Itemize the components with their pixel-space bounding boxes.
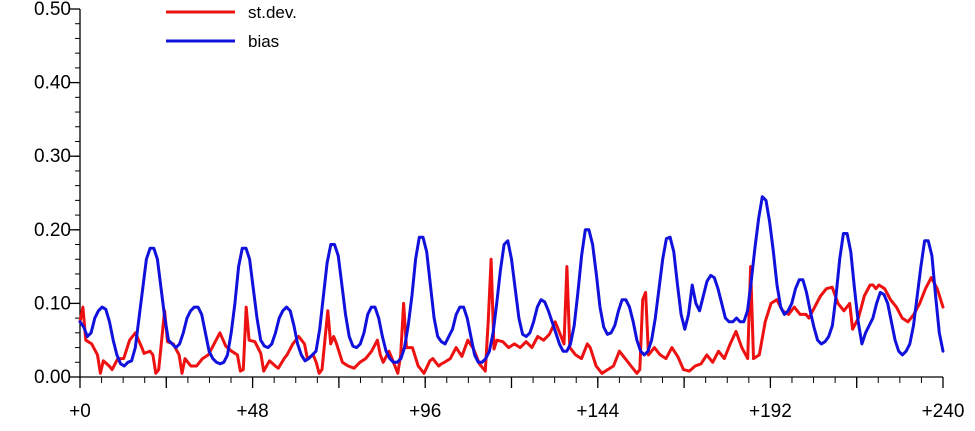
legend-label: st.dev. <box>248 3 297 22</box>
legend-label: bias <box>248 32 279 51</box>
y-tick-label: 0.30 <box>34 146 71 167</box>
series-line-bias <box>78 195 945 368</box>
y-tick-label: 0.10 <box>34 293 71 314</box>
y-tick-label: 0.40 <box>34 73 71 94</box>
y-tick-label: 0.20 <box>34 220 71 241</box>
x-tick-label: +48 <box>236 401 268 422</box>
x-tick-label: +144 <box>576 401 619 422</box>
x-tick-label: +192 <box>749 401 792 422</box>
x-tick-label: +96 <box>409 401 441 422</box>
y-tick-label: 0.00 <box>34 367 71 388</box>
chart-legend: st.dev. bias <box>166 3 297 51</box>
x-tick-label: +0 <box>69 401 91 422</box>
y-tick-label: 0.50 <box>34 0 71 20</box>
x-tick-label: +240 <box>922 401 965 422</box>
chart-axes: 0.00 0.10 0.20 0.30 0.40 0.50 +0 +48 +96 +144 +192… <box>34 0 964 422</box>
series-line-stdev <box>78 257 945 375</box>
chart-series <box>78 195 945 375</box>
